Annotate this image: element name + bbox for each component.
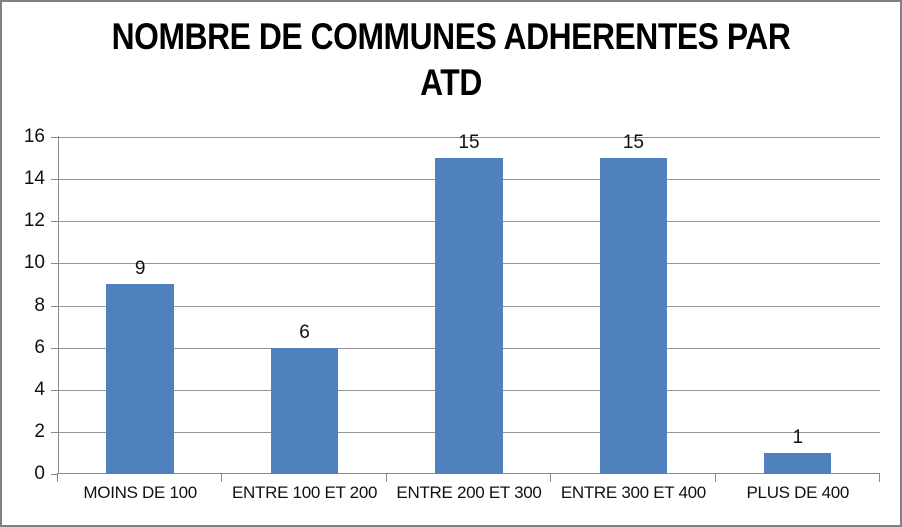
y-axis bbox=[58, 136, 59, 474]
y-axis-label: 10 bbox=[23, 252, 45, 274]
y-axis-label: 4 bbox=[34, 378, 45, 400]
chart-title: NOMBRE DE COMMUNES ADHERENTES PAR ATD bbox=[65, 14, 837, 106]
bar-slot: 15 bbox=[387, 132, 551, 474]
bar-slot: 9 bbox=[58, 137, 222, 474]
gridline bbox=[58, 137, 880, 138]
chart-title-line-2: ATD bbox=[420, 62, 482, 103]
x-axis-tick bbox=[714, 474, 716, 482]
bar-slot: 1 bbox=[716, 137, 880, 474]
bar bbox=[106, 284, 174, 474]
y-axis-label: 12 bbox=[23, 210, 45, 232]
y-axis-label: 6 bbox=[34, 336, 45, 358]
bar-value-label: 15 bbox=[622, 132, 644, 154]
bar-value-label: 1 bbox=[792, 426, 804, 448]
x-axis-tick bbox=[221, 474, 223, 482]
x-axis-label: ENTRE 100 ET 200 bbox=[232, 483, 378, 502]
bar-slot: 15 bbox=[551, 132, 715, 474]
plot-area: 9 6 15 15 1 bbox=[51, 132, 880, 482]
x-axis-tick bbox=[550, 474, 552, 482]
bar bbox=[270, 347, 339, 474]
y-axis-label: 14 bbox=[23, 168, 45, 190]
bar-value-label: 6 bbox=[299, 321, 310, 343]
bar bbox=[435, 158, 503, 474]
x-axis-tick bbox=[879, 474, 880, 482]
x-axis-label: MOINS DE 100 bbox=[83, 483, 197, 502]
y-axis-tick bbox=[51, 221, 58, 223]
bar bbox=[764, 452, 832, 474]
y-axis-tick bbox=[51, 474, 58, 475]
x-axis-tick bbox=[57, 474, 58, 482]
y-axis-label: 2 bbox=[34, 420, 45, 442]
bar-slot: 6 bbox=[222, 137, 386, 474]
y-axis-tick bbox=[51, 137, 58, 138]
y-axis-tick bbox=[51, 263, 58, 265]
x-axis-label: ENTRE 200 ET 300 bbox=[396, 483, 542, 502]
bar-value-label: 15 bbox=[458, 132, 480, 154]
x-axis-label: PLUS DE 400 bbox=[746, 483, 850, 502]
y-axis-labels: 0 2 4 6 8 10 12 14 16 bbox=[2, 126, 48, 484]
bar bbox=[599, 158, 668, 474]
y-axis-tick bbox=[51, 431, 58, 433]
chart-title-line-1: NOMBRE DE COMMUNES ADHERENTES PAR bbox=[111, 16, 791, 57]
y-axis-tick bbox=[51, 389, 58, 391]
y-axis-tick bbox=[51, 305, 58, 307]
x-axis-tick bbox=[385, 474, 387, 482]
bar-value-label: 9 bbox=[134, 258, 146, 280]
x-axis-label: ENTRE 300 ET 400 bbox=[560, 483, 706, 502]
y-axis-label: 8 bbox=[34, 294, 45, 316]
y-axis-label: 16 bbox=[23, 126, 45, 147]
x-axis-labels: MOINS DE 100 ENTRE 100 ET 200 ENTRE 200 ET… bbox=[58, 480, 880, 506]
y-axis-tick bbox=[51, 179, 58, 181]
y-axis-tick bbox=[51, 347, 58, 349]
y-axis-label: 0 bbox=[34, 463, 45, 484]
